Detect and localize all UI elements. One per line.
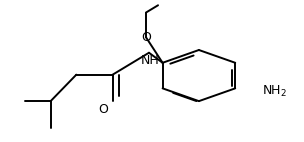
Text: NH$_2$: NH$_2$	[262, 83, 288, 99]
Text: NH: NH	[141, 54, 160, 67]
Text: O: O	[98, 103, 109, 116]
Text: O: O	[141, 31, 151, 44]
